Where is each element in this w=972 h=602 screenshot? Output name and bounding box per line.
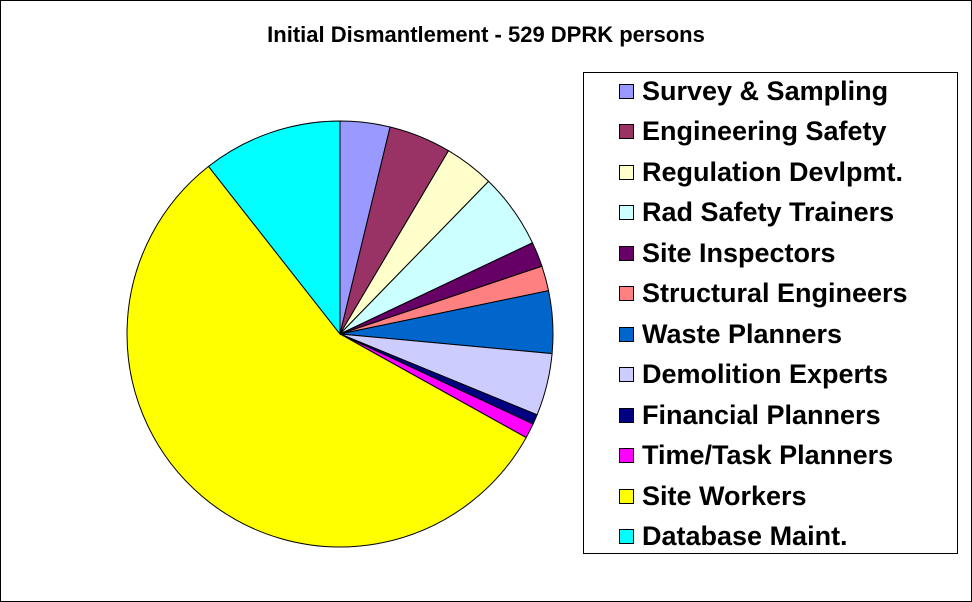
legend-item: Engineering Safety — [619, 116, 887, 147]
legend-swatch — [619, 83, 634, 99]
legend-item: Survey & Sampling — [619, 76, 888, 106]
legend-item: Rad Safety Trainers — [619, 197, 895, 228]
legend-label: Time/Task Planners — [642, 440, 894, 470]
legend-item: Site Workers — [619, 481, 807, 511]
legend-swatch — [619, 245, 634, 261]
legend-label: Demolition Experts — [642, 359, 889, 389]
legend: Survey & Sampling Engineering Safety Regul… — [583, 72, 958, 554]
legend-item: Database Maint. — [619, 521, 848, 552]
legend-label: Database Maint. — [642, 521, 848, 551]
legend-swatch — [619, 205, 634, 220]
legend-swatch — [619, 448, 634, 463]
legend-swatch — [619, 367, 634, 382]
legend-item: Structural Engineers — [619, 278, 908, 309]
legend-item: Time/Task Planners — [619, 440, 894, 471]
legend-label: Rad Safety Trainers — [642, 197, 895, 227]
legend-item: Financial Planners — [619, 400, 881, 430]
legend-swatch — [619, 286, 634, 301]
legend-item: Site Inspectors — [619, 238, 836, 268]
legend-label: Waste Planners — [642, 318, 843, 349]
legend-label: Structural Engineers — [642, 278, 908, 308]
legend-label: Site Workers — [642, 480, 807, 511]
legend-swatch — [619, 164, 634, 180]
pie-slice-database-maint — [207, 120, 341, 336]
legend-item: Regulation Devlpmt. — [619, 157, 903, 187]
legend-label: Survey & Sampling — [642, 75, 889, 106]
legend-swatch — [619, 326, 634, 342]
legend-swatch — [619, 529, 634, 544]
pie-slice-site-workers — [126, 165, 527, 548]
chart-title: Initial Dismantlement - 529 DPRK persons — [267, 22, 705, 47]
legend-item: Demolition Experts — [619, 359, 889, 390]
legend-item: Waste Planners — [619, 319, 842, 349]
legend-swatch — [619, 407, 634, 423]
legend-label: Site Inspectors — [642, 237, 836, 268]
legend-label: Financial Planners — [642, 399, 881, 430]
legend-label: Engineering Safety — [642, 116, 887, 146]
legend-label: Regulation Devlpmt. — [642, 156, 904, 187]
legend-swatch — [619, 488, 634, 504]
legend-swatch — [619, 124, 634, 139]
